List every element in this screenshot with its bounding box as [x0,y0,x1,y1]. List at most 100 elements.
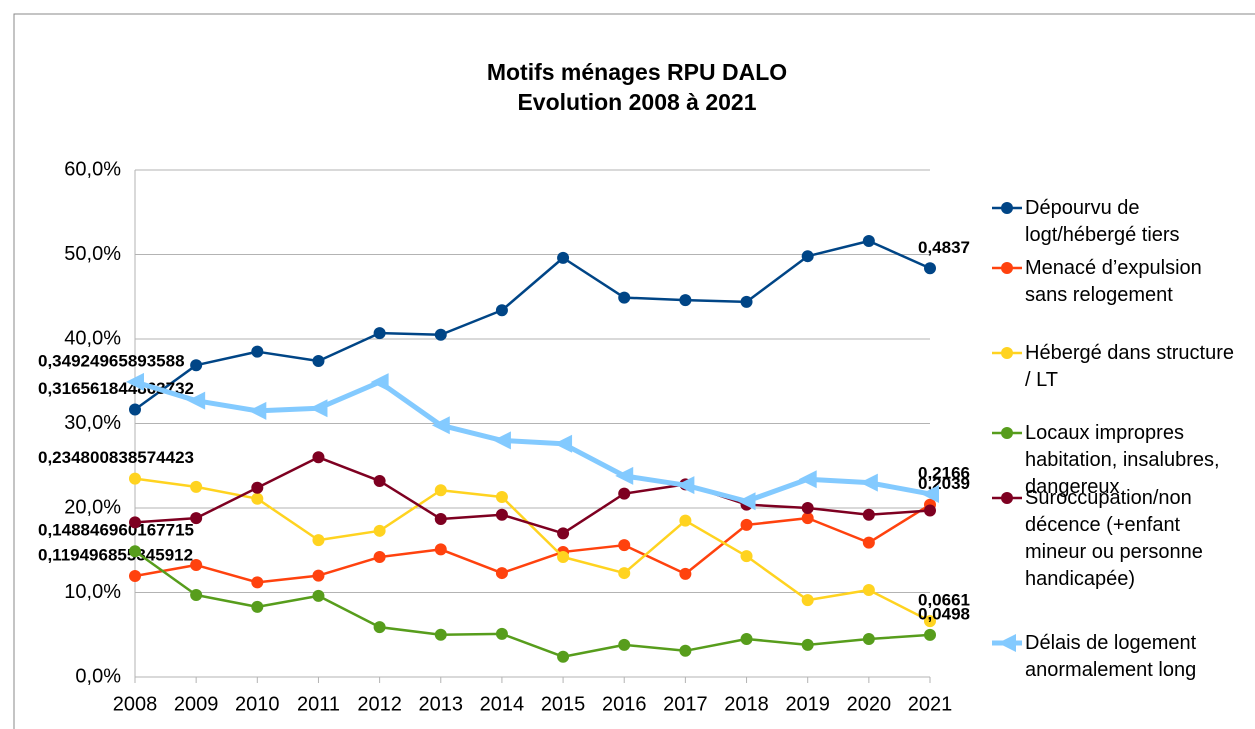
data-point [251,576,264,589]
data-point [251,481,264,494]
data-point [312,534,325,547]
data-point [557,251,570,264]
series-line [134,379,931,504]
data-point [679,294,692,307]
legend-marker [1001,202,1013,214]
x-tick-label: 2018 [724,693,769,715]
data-point [679,567,692,580]
data-point [862,508,875,521]
data-point [740,295,753,308]
data-point [129,472,141,485]
data-point [618,638,631,651]
data-point [924,262,936,275]
data-point [495,567,508,580]
data-point [431,416,450,435]
data-point [190,589,203,602]
x-tick-label: 2008 [113,693,158,715]
series-line [134,477,931,623]
data-point [309,399,328,418]
data-point [557,650,570,663]
y-tick-label: 20,0% [64,496,121,518]
data-point [862,234,875,247]
y-tick-label: 60,0% [64,158,121,180]
data-point [312,451,325,464]
data-point [615,466,634,485]
data-point [190,512,203,525]
x-tick-label: 2016 [602,693,647,715]
x-tick-label: 2009 [174,693,219,715]
data-point [676,476,695,495]
data-point [801,250,814,263]
data-label: 0,2166 [918,463,970,482]
data-point [618,567,631,580]
data-point [434,484,447,497]
data-point [921,484,939,503]
x-tick-label: 2020 [847,693,892,715]
y-tick-label: 50,0% [64,243,121,265]
data-label: 0,119496855345912 [38,546,193,565]
data-point [740,550,753,563]
data-point [859,473,878,492]
data-point [924,615,936,628]
data-point [190,359,203,372]
data-point [618,291,631,304]
data-point [740,518,753,531]
x-tick-label: 2021 [908,693,953,715]
data-label: 0,2039 [918,474,970,493]
x-tick-label: 2011 [297,693,340,715]
legend-marker [1001,427,1013,439]
data-point [557,527,570,540]
data-point [801,502,814,514]
x-tick-label: 2017 [663,693,708,715]
x-tick-label: 2013 [419,693,464,715]
x-tick-label: 2014 [480,693,525,715]
data-point [373,621,386,634]
legend-marker [1001,347,1013,359]
data-point [618,487,631,500]
data-point [801,512,814,525]
legend-marker [1001,492,1013,504]
data-point [862,632,875,645]
data-point [798,470,817,489]
data-point [495,508,508,521]
data-point [373,327,386,340]
data-point [312,589,325,602]
data-point [373,474,386,487]
data-point [312,354,325,367]
x-tick-label: 2012 [357,693,402,715]
data-point [129,516,141,529]
data-point [190,480,203,493]
data-point [190,559,203,572]
data-point [495,627,508,640]
data-label: 0,34924965893588 [38,351,185,370]
data-point [495,491,508,504]
data-point [495,304,508,317]
data-point [370,373,389,392]
data-label: 0,316561844863732 [38,379,194,398]
data-point [251,345,264,358]
data-label: 0,0661 [918,591,970,610]
legend-label: Locaux impropres habitation, insalubres,… [1025,422,1220,498]
legend-label: Menacé d’expulsion sans relogement [1025,257,1202,306]
data-point [312,569,325,582]
data-point [801,638,814,651]
data-label: 0,234800838574423 [38,448,194,467]
series-line [134,550,931,658]
x-tick-label: 2010 [235,693,280,715]
data-point [737,492,756,511]
y-tick-label: 10,0% [64,581,121,603]
data-point [129,570,141,583]
data-point [862,536,875,549]
data-point [373,551,386,564]
data-point [434,512,447,525]
legend-label: Délais de logement anormalement long [1025,632,1197,681]
legend-label: Dépourvu de logt/hébergé tiers [1025,197,1180,246]
data-point [679,644,692,657]
data-point [126,372,144,391]
data-label: 0,4837 [918,238,970,257]
data-point [434,628,447,641]
legend-marker [1001,262,1013,274]
data-point [129,545,141,558]
data-point [434,543,447,556]
